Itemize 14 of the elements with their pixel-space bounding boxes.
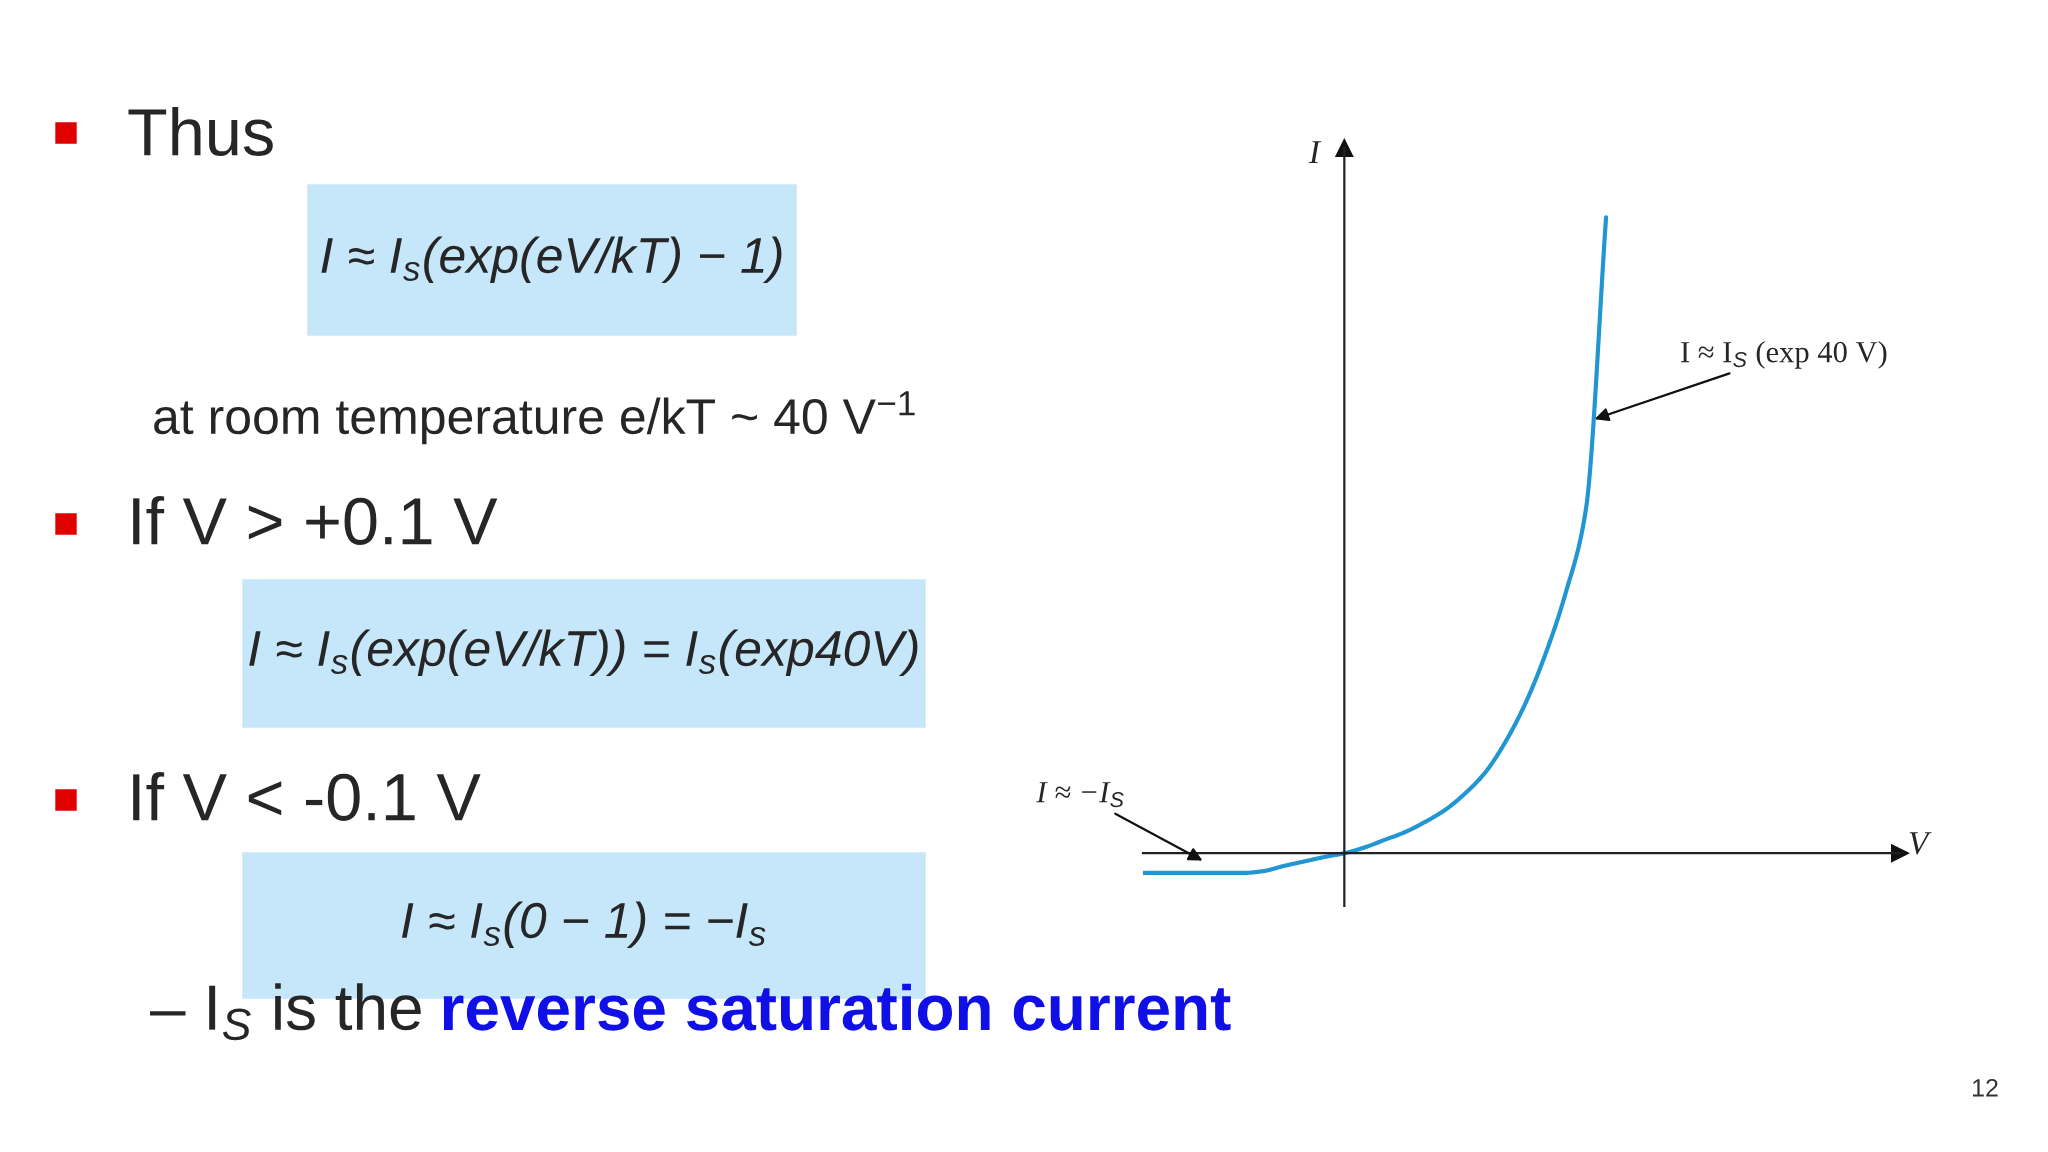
text: I ≈ I$_{s}$(0 − 1) = −I$_{s}$ <box>401 901 766 949</box>
text: reverse saturation current <box>443 983 1231 1031</box>
text: If V > +0.1 V <box>133 496 498 545</box>
text: I <box>1308 141 1322 164</box>
text: V <box>1909 832 1932 855</box>
text: at room temperature e/kT ~ 40 V$^{−1}$ <box>154 391 915 445</box>
text: If V < -0.1 V <box>133 772 481 821</box>
text: – I$_{S}$ is the <box>150 983 421 1041</box>
text: I ≈ I$_{s}$(exp(eV/kT)) = I$_{s}$(exp40V) <box>249 629 918 677</box>
text: I ≈ I$_{s}$(exp(eV/kT) − 1) <box>321 236 782 284</box>
text: Thus <box>128 106 273 156</box>
text: I ≈ I$_{S}$ (exp 40 V) <box>1681 340 1887 369</box>
text: 12 <box>1973 1079 1998 1097</box>
text: I ≈ −I$_{S}$ <box>1036 782 1124 808</box>
